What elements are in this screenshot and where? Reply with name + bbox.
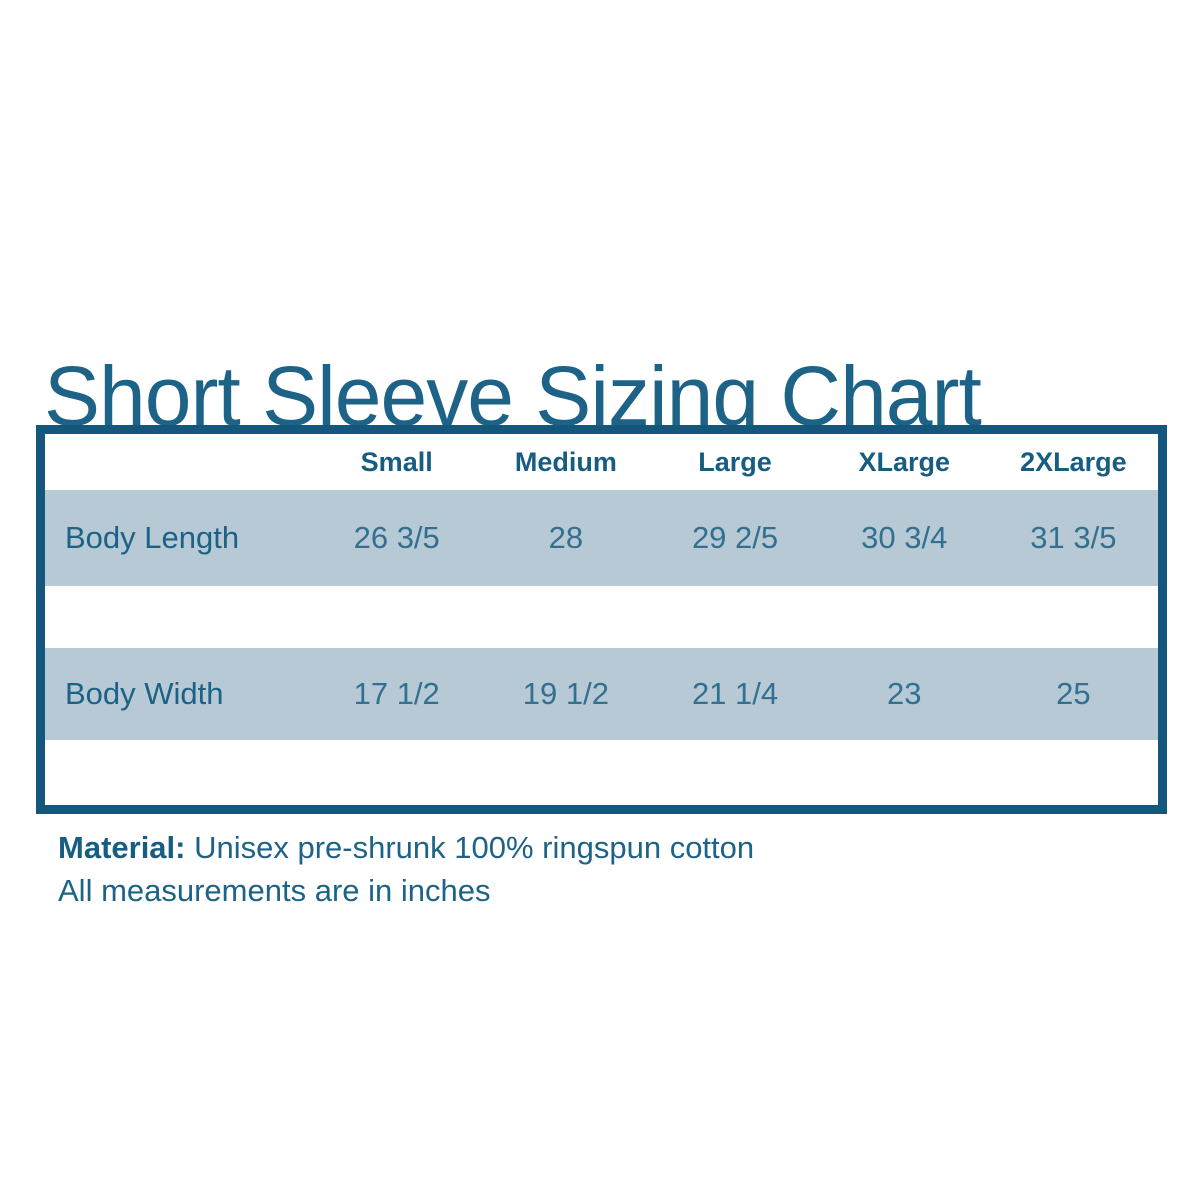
column-header-xlarge: XLarge — [858, 446, 950, 477]
body-length-2xlarge: 31 3/5 — [1030, 520, 1117, 555]
body-width-large: 21 1/4 — [691, 676, 779, 711]
body-length-large: 29 2/5 — [691, 520, 779, 555]
measurements-note: All measurements are in inches — [58, 873, 491, 908]
sizing-table: Small Medium Large XLarge 2XLarge Body L… — [36, 425, 1167, 814]
body-length-small: 26 3/5 — [353, 520, 440, 555]
table-row-body-length: Body Length 26 3/5 28 29 2/5 30 3/4 31 3… — [45, 490, 1158, 586]
column-header-small: Small — [360, 446, 433, 477]
table-bottom-spacer-row — [45, 740, 1158, 805]
row-label-body-width: Body Width — [65, 676, 224, 711]
column-header-medium: Medium — [514, 446, 617, 477]
table-header-row: Small Medium Large XLarge 2XLarge — [45, 434, 1158, 490]
material-line: Material: Unisex pre-shrunk 100% ringspu… — [58, 826, 754, 869]
body-width-small: 17 1/2 — [353, 676, 440, 711]
row-label-body-length: Body Length — [65, 520, 240, 555]
body-length-medium: 28 — [548, 520, 584, 555]
body-length-xlarge: 30 3/4 — [861, 520, 948, 555]
material-value: Unisex pre-shrunk 100% ringspun cotton — [194, 830, 755, 865]
table-row-body-width: Body Width 17 1/2 19 1/2 21 1/4 23 25 — [45, 648, 1158, 740]
body-width-2xlarge: 25 — [1056, 676, 1091, 711]
body-width-xlarge: 23 — [886, 676, 922, 711]
footer-notes: Material: Unisex pre-shrunk 100% ringspu… — [58, 826, 754, 912]
column-header-2xlarge: 2XLarge — [1020, 446, 1127, 477]
column-header-large: Large — [698, 446, 772, 477]
table-spacer-row — [45, 586, 1158, 648]
body-width-medium: 19 1/2 — [522, 676, 609, 711]
material-label: Material: — [58, 830, 186, 865]
